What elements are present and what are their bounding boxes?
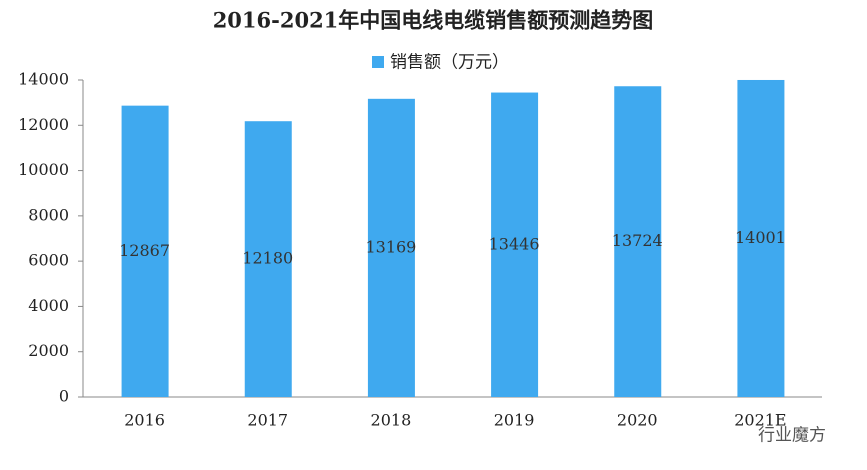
value-label: 14001 (735, 228, 786, 247)
watermark: 行业魔方 (758, 426, 826, 446)
bar (491, 92, 539, 398)
x-tick-label: 2017 (247, 411, 288, 430)
y-tick-label: 6000 (28, 251, 69, 270)
legend-swatch (372, 56, 384, 68)
bar (244, 121, 292, 398)
y-tick-label: 10000 (18, 160, 69, 179)
bar (614, 86, 662, 398)
value-label: 12180 (242, 249, 293, 268)
bar (121, 105, 169, 397)
legend-label: 销售额（万元） (390, 53, 509, 73)
bar (737, 79, 785, 397)
x-tick-label: 2019 (494, 411, 535, 430)
y-tick-label: 14000 (18, 70, 69, 89)
y-tick-label: 12000 (18, 115, 69, 134)
chart-title: 2016-2021年中国电线电缆销售额预测趋势图 (213, 8, 654, 33)
value-label: 13446 (489, 234, 540, 253)
y-tick-label: 2000 (28, 341, 69, 360)
y-tick-label: 4000 (28, 296, 69, 315)
x-tick-label: 2018 (371, 411, 412, 430)
bar (367, 98, 415, 397)
y-tick-label: 0 (59, 387, 69, 406)
value-label: 13169 (365, 237, 416, 256)
x-tick-label: 2016 (124, 411, 165, 430)
y-tick-label: 8000 (28, 205, 69, 224)
x-tick-label: 2020 (617, 411, 658, 430)
value-label: 13724 (612, 231, 663, 250)
x-tick-label: 2021E (734, 411, 786, 430)
value-label: 12867 (119, 241, 170, 260)
